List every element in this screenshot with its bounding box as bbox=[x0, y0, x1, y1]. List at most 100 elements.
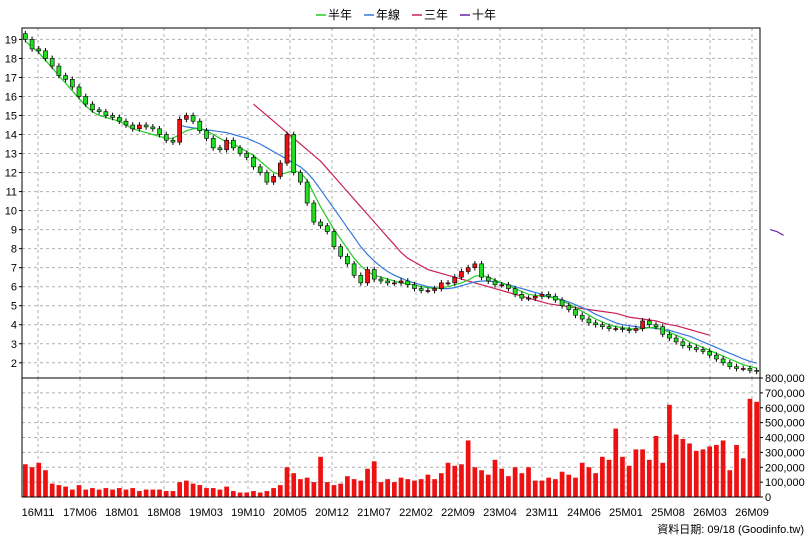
volume-bar-92 bbox=[640, 449, 645, 497]
candle-body-74 bbox=[519, 294, 525, 299]
candle-body-66 bbox=[465, 267, 471, 272]
volume-bars bbox=[23, 398, 759, 497]
candle-body-67 bbox=[472, 263, 478, 268]
volume-bar-83 bbox=[579, 462, 585, 497]
volume-bar-62 bbox=[438, 473, 444, 497]
volume-bar-98 bbox=[680, 438, 686, 497]
volume-bar-67 bbox=[472, 467, 478, 497]
candle-body-71 bbox=[499, 284, 505, 287]
volume-bar-7 bbox=[69, 489, 75, 497]
volume-bar-91 bbox=[633, 449, 639, 497]
candle-body-36 bbox=[264, 172, 270, 183]
candle-body-107 bbox=[740, 368, 746, 370]
candle-body-41 bbox=[298, 172, 303, 183]
volume-bar-2 bbox=[36, 462, 42, 497]
legend-label-3: 十年 bbox=[472, 8, 496, 22]
x-label-0: 16M11 bbox=[22, 507, 55, 519]
volume-bar-56 bbox=[398, 477, 404, 497]
price-grid bbox=[22, 28, 760, 378]
candle-body-96 bbox=[667, 333, 672, 339]
volume-tick-label-4: 400,000 bbox=[765, 433, 805, 445]
candle-body-93 bbox=[646, 320, 652, 326]
price-tick-label-2: 4 bbox=[11, 320, 17, 332]
volume-bar-51 bbox=[365, 468, 370, 497]
price-tick-label-1: 3 bbox=[11, 339, 17, 351]
price-tick-label-5: 7 bbox=[11, 263, 17, 275]
candle-body-63 bbox=[445, 282, 451, 285]
volume-bar-105 bbox=[727, 470, 733, 497]
candle-body-32 bbox=[237, 147, 243, 154]
candle-body-50 bbox=[358, 274, 364, 284]
candle-body-61 bbox=[432, 288, 437, 291]
x-label-12: 23M11 bbox=[526, 507, 559, 519]
volume-tick-label-3: 300,000 bbox=[765, 447, 805, 459]
x-label-15: 25M08 bbox=[651, 507, 685, 519]
candle-body-104 bbox=[720, 358, 726, 364]
volume-bar-47 bbox=[338, 483, 344, 497]
volume-bar-79 bbox=[553, 479, 558, 497]
candle-body-48 bbox=[345, 255, 350, 265]
volume-bar-30 bbox=[224, 486, 229, 497]
volume-bar-6 bbox=[63, 486, 68, 497]
volume-bar-38 bbox=[277, 485, 283, 497]
volume-bar-94 bbox=[653, 436, 659, 497]
volume-bar-73 bbox=[512, 467, 518, 497]
volume-bar-12 bbox=[103, 488, 109, 497]
price-tick-label-6: 8 bbox=[11, 244, 17, 256]
candle-body-78 bbox=[546, 294, 551, 297]
volume-bar-23 bbox=[177, 482, 183, 497]
candle-body-94 bbox=[653, 324, 659, 327]
volume-bar-52 bbox=[371, 461, 377, 497]
volume-bar-11 bbox=[96, 489, 102, 497]
volume-bar-34 bbox=[251, 491, 256, 497]
volume-bar-63 bbox=[445, 462, 451, 497]
volume-bar-71 bbox=[499, 468, 505, 497]
volume-bar-104 bbox=[720, 440, 726, 497]
candle-body-3 bbox=[43, 50, 48, 59]
candle-body-83 bbox=[579, 314, 585, 320]
volume-bar-66 bbox=[465, 440, 471, 497]
volume-bar-78 bbox=[546, 477, 552, 497]
volume-bar-46 bbox=[331, 485, 337, 497]
moving-average-lines bbox=[25, 40, 784, 369]
volume-bar-58 bbox=[412, 480, 417, 497]
volume-bar-15 bbox=[123, 489, 129, 497]
volume-tick-label-7: 700,000 bbox=[765, 388, 805, 400]
volume-bar-99 bbox=[687, 443, 692, 497]
volume-bar-107 bbox=[740, 458, 746, 497]
volume-bar-72 bbox=[506, 476, 511, 497]
candle-body-29 bbox=[217, 147, 223, 151]
volume-bar-90 bbox=[626, 465, 632, 497]
candle-body-14 bbox=[116, 117, 122, 122]
candle-body-28 bbox=[210, 138, 216, 149]
volume-bar-31 bbox=[230, 491, 236, 497]
candle-body-98 bbox=[680, 341, 686, 346]
price-tick-label-0: 2 bbox=[11, 358, 17, 370]
candle-body-85 bbox=[593, 322, 598, 326]
candle-body-31 bbox=[231, 139, 236, 149]
candle-body-15 bbox=[123, 120, 129, 126]
candle-body-88 bbox=[613, 328, 619, 330]
volume-bar-43 bbox=[311, 482, 317, 497]
volume-bar-109 bbox=[754, 401, 759, 497]
volume-bar-68 bbox=[479, 470, 484, 497]
candle-body-4 bbox=[49, 58, 55, 67]
candle-body-51 bbox=[365, 269, 370, 284]
candle-body-69 bbox=[485, 276, 491, 282]
volume-bar-96 bbox=[667, 404, 672, 497]
price-tick-label-12: 14 bbox=[5, 130, 17, 142]
volume-bar-10 bbox=[90, 488, 95, 497]
candle-body-16 bbox=[130, 124, 136, 130]
volume-bar-5 bbox=[56, 485, 62, 497]
candle-body-87 bbox=[606, 326, 612, 329]
candle-body-1 bbox=[29, 39, 35, 50]
x-label-14: 25M01 bbox=[609, 507, 643, 519]
data-date-credit: 資料日期: 09/18 (Goodinfo.tw) bbox=[657, 522, 804, 536]
ma-10yr-line bbox=[769, 229, 784, 236]
candle-body-2 bbox=[36, 48, 42, 52]
x-label-10: 22M09 bbox=[441, 507, 475, 519]
volume-bar-39 bbox=[284, 467, 290, 497]
volume-bar-35 bbox=[257, 492, 263, 497]
candle-body-57 bbox=[405, 280, 411, 286]
volume-bar-75 bbox=[526, 467, 531, 497]
